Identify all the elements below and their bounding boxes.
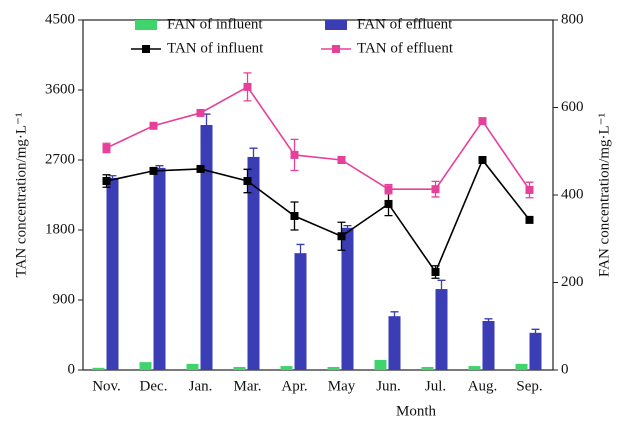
x-tick-label: May bbox=[328, 378, 356, 394]
point bbox=[478, 117, 487, 126]
point bbox=[384, 185, 393, 194]
bar bbox=[374, 359, 387, 370]
legend-swatch bbox=[135, 20, 157, 30]
x-tick-label: Jul. bbox=[425, 378, 446, 394]
point bbox=[102, 143, 111, 152]
error-bar bbox=[390, 311, 399, 322]
bar bbox=[233, 366, 246, 370]
y-tick-label: 3600 bbox=[45, 81, 75, 97]
y2-tick-label: 800 bbox=[561, 11, 584, 27]
y2-tick-label: 200 bbox=[561, 274, 584, 290]
y-tick-label: 4500 bbox=[45, 11, 75, 27]
point bbox=[337, 232, 346, 241]
legend-label: FAN of influent bbox=[167, 16, 263, 32]
line bbox=[106, 85, 531, 191]
x-tick-label: Sep. bbox=[516, 378, 542, 394]
point bbox=[243, 82, 252, 91]
point bbox=[384, 199, 393, 208]
legend-marker bbox=[142, 45, 150, 53]
error-bar bbox=[296, 243, 305, 263]
x-tick-label: Jan. bbox=[189, 378, 213, 394]
bar bbox=[421, 366, 434, 370]
y-tick-label: 2700 bbox=[45, 151, 75, 167]
bar bbox=[435, 289, 448, 370]
legend-label: TAN of effluent bbox=[357, 40, 454, 56]
point bbox=[478, 156, 487, 164]
bar bbox=[247, 156, 260, 370]
bar bbox=[327, 366, 340, 370]
bar bbox=[515, 363, 528, 370]
bar bbox=[341, 227, 354, 370]
x-axis-label: Month bbox=[396, 403, 437, 419]
bar bbox=[139, 362, 152, 370]
y-tick-label: 900 bbox=[53, 291, 76, 307]
y-tick-label: 1800 bbox=[45, 221, 75, 237]
x-tick-label: Mar. bbox=[234, 378, 262, 394]
bar bbox=[468, 366, 481, 370]
point bbox=[290, 150, 299, 159]
bar bbox=[92, 367, 105, 370]
point bbox=[102, 177, 111, 185]
line bbox=[106, 158, 531, 274]
point bbox=[196, 164, 205, 173]
legend-marker bbox=[332, 45, 340, 53]
bar bbox=[388, 316, 401, 370]
bar bbox=[294, 253, 307, 370]
error-bar bbox=[437, 279, 446, 299]
error-bar bbox=[484, 318, 493, 324]
x-tick-label: Aug. bbox=[468, 378, 498, 394]
x-tick-label: Apr. bbox=[281, 378, 307, 394]
bar bbox=[280, 366, 293, 370]
bar bbox=[482, 321, 495, 370]
error-bar bbox=[531, 328, 540, 337]
point bbox=[525, 215, 534, 224]
y-tick-label: 0 bbox=[68, 361, 76, 377]
point bbox=[337, 156, 346, 164]
y2-tick-label: 0 bbox=[561, 361, 569, 377]
x-tick-label: Dec. bbox=[140, 378, 168, 394]
legend-swatch bbox=[325, 20, 347, 30]
y2-tick-label: 600 bbox=[561, 99, 584, 115]
y-axis-label: TAN concentration/mg·L⁻¹ bbox=[13, 113, 29, 278]
error-bar bbox=[249, 147, 258, 167]
point bbox=[149, 121, 158, 130]
legend-label: TAN of influent bbox=[167, 40, 264, 56]
point bbox=[196, 108, 205, 117]
x-tick-label: Jun. bbox=[376, 378, 401, 394]
legend-label: FAN of effluent bbox=[357, 16, 453, 32]
y2-axis-label: FAN concentration/mg·L⁻¹ bbox=[596, 113, 612, 277]
point bbox=[431, 185, 440, 194]
point bbox=[525, 185, 534, 194]
x-tick-label: Nov. bbox=[92, 378, 121, 394]
point bbox=[243, 177, 252, 185]
bar bbox=[200, 125, 213, 370]
point bbox=[149, 166, 158, 175]
bar bbox=[186, 363, 199, 370]
point bbox=[290, 212, 299, 220]
point bbox=[431, 268, 440, 276]
y2-tick-label: 400 bbox=[561, 186, 584, 202]
bar bbox=[529, 332, 542, 370]
bar bbox=[153, 167, 166, 370]
bar bbox=[106, 177, 119, 370]
